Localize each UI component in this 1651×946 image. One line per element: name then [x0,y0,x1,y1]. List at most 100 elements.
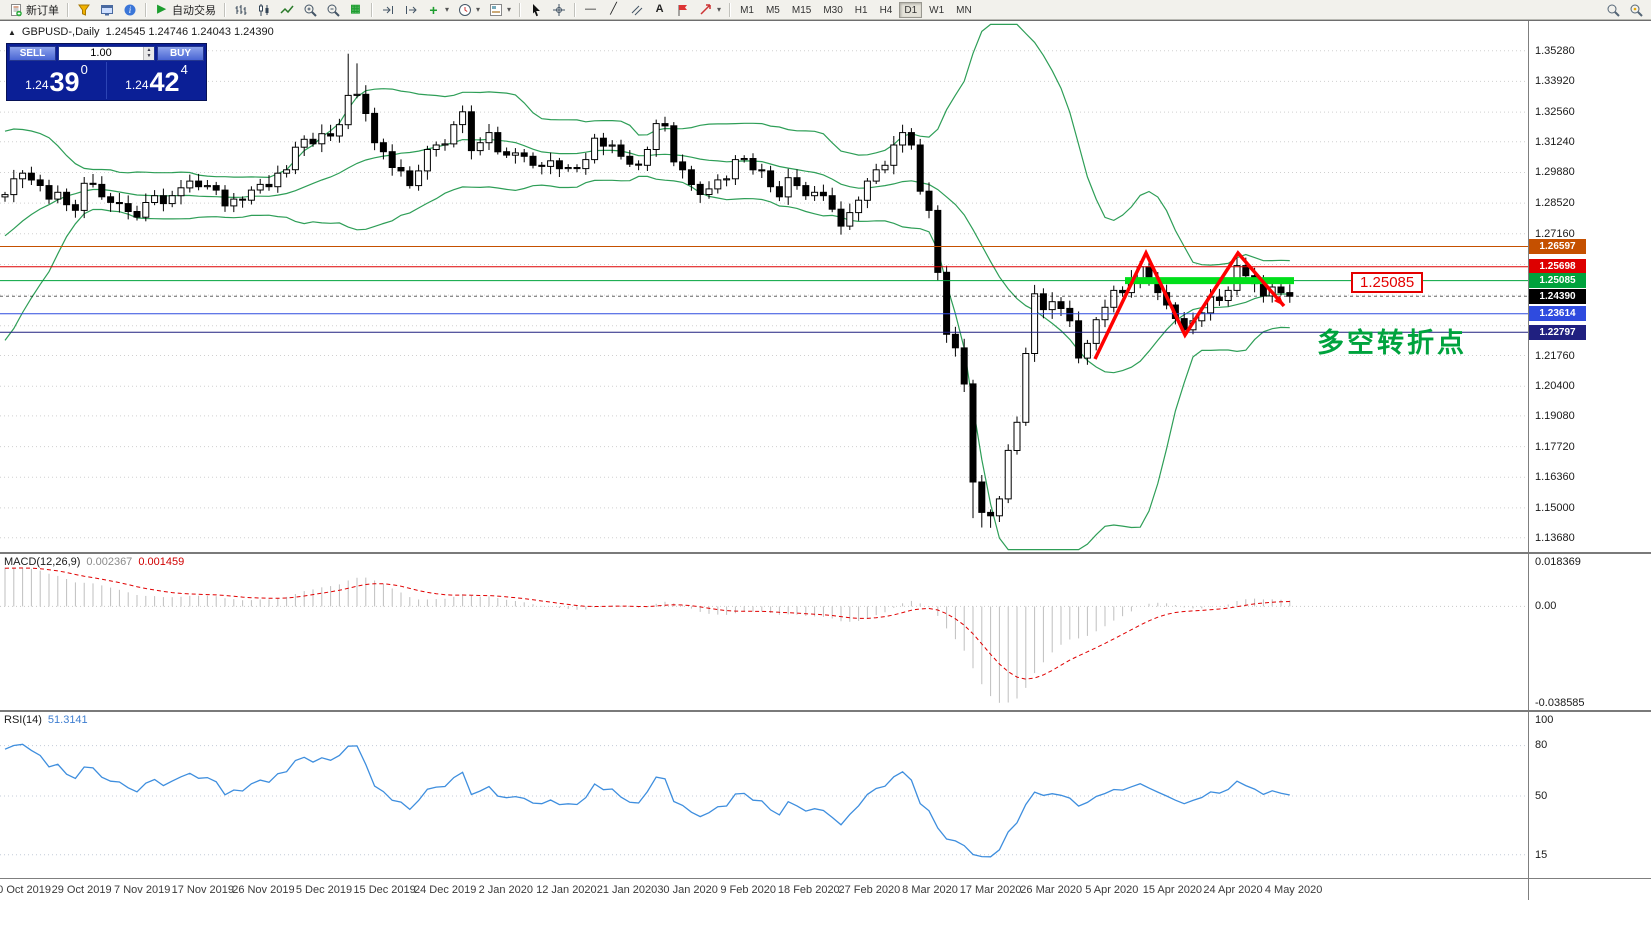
text-tool-button[interactable]: A [648,1,671,19]
bid-pipette: 0 [80,62,88,77]
date-axis-label: 9 Feb 2020 [720,884,777,896]
tile-windows-button[interactable]: ▦ [344,1,367,19]
channel-tool-button[interactable] [625,1,648,19]
level-annotation-box[interactable]: 1.25085 [1351,272,1424,293]
add-indicator-button[interactable]: + ▾ [422,1,453,19]
autotrade-button[interactable]: ▶ 自动交易 [150,1,220,19]
about-button[interactable]: i [118,1,141,19]
cursor-button[interactable] [524,1,547,19]
zoom-out-button[interactable] [321,1,344,19]
periods-button[interactable]: ▾ [453,1,484,19]
chevron-down-icon: ▾ [717,5,722,14]
trendline-tool-button[interactable]: ╱ [602,1,625,19]
turning-point-note[interactable]: 多空转折点 [1317,328,1467,358]
quick-search-button[interactable] [1624,1,1647,19]
new-order-button[interactable]: 新订单 [4,1,63,19]
main-chart-canvas[interactable] [0,21,1528,553]
price-tag-1.26597[interactable]: 1.26597 [1529,238,1586,254]
volume-input[interactable]: 1.00 ▲ ▼ [58,45,155,61]
timeframe-mn[interactable]: MN [956,4,972,16]
timeframe-h1[interactable]: H1 [854,4,868,16]
price-axis-label: 1.15000 [1535,501,1575,514]
ask-prefix: 1.24 [125,78,149,92]
search-button[interactable] [1601,1,1624,19]
trend-zigzag[interactable] [1093,248,1286,360]
date-axis-label: 15 Apr 2020 [1142,884,1203,896]
macd-axis: 0.018369 0.00 -0.038585 [1528,554,1651,710]
navigator-button[interactable] [95,1,118,19]
line-chart-button[interactable] [275,1,298,19]
volume-value[interactable]: 1.00 [90,47,112,59]
rsi-canvas[interactable] [0,712,1528,878]
timeframe-m1[interactable]: M1 [740,4,754,16]
rsi-plot-area[interactable]: RSI(14) 51.3141 [0,712,1528,878]
hline-tool-button[interactable]: — [579,1,602,19]
candles [1,53,1294,528]
bar-chart-button[interactable] [229,1,252,19]
label-tool-button[interactable] [671,1,694,19]
one-click-collapse-icon[interactable]: ▲ [8,27,16,37]
price-axis-label: 1.17720 [1535,440,1575,453]
chart-plot-area[interactable]: ▲ GBPUSD-,Daily 1.24545 1.24746 1.24043 … [0,21,1528,553]
arrows-tool-button[interactable]: ▾ [694,1,725,19]
price-axis-label: 1.13680 [1535,531,1575,544]
spin-up-icon[interactable]: ▲ [146,47,152,53]
spin-down-icon[interactable]: ▼ [146,53,152,59]
date-axis-label: 26 Nov 2019 [232,884,295,896]
price-tag-1.24390[interactable]: 1.24390 [1529,288,1586,304]
ask-price[interactable]: 1.24 42 4 [107,62,206,99]
timeframe-m30[interactable]: M30 [823,4,843,16]
rsi-axis: 100 80 50 15 [1528,712,1651,878]
ohlc-values: 1.24545 1.24746 1.24043 1.24390 [105,26,274,38]
one-click-trade-panel: SELL 1.00 ▲ ▼ BUY 1.24 39 0 [6,43,207,101]
toolbar-separator [371,2,372,17]
timeframe-w1[interactable]: W1 [929,4,945,16]
price-tag-1.25698[interactable]: 1.25698 [1529,259,1586,275]
volume-stepper[interactable]: ▲ ▼ [143,46,154,60]
date-axis-label: 17 Mar 2020 [959,884,1022,896]
chart-shift-button[interactable] [399,1,422,19]
rsi-axis-15: 15 [1535,849,1548,861]
buy-button[interactable]: BUY [157,45,204,61]
new-order-icon [8,2,23,17]
price-tag-1.22797[interactable]: 1.22797 [1529,324,1586,340]
rsi-name: RSI(14) [4,714,42,726]
date-axis-label: 26 Mar 2020 [1020,884,1083,896]
price-axis[interactable]: 1.35280 1.33920 1.32560 1.31240 1.29880 1.285… [1528,21,1651,553]
timeframe-m5[interactable]: M5 [765,4,780,16]
chart-title: ▲ GBPUSD-,Daily 1.24545 1.24746 1.24043 … [8,26,274,38]
crosshair-button[interactable] [547,1,570,19]
macd-plot-area[interactable]: MACD(12,26,9) 0.002367 0.001459 [0,554,1528,710]
price-tag-1.23614[interactable]: 1.23614 [1529,306,1586,322]
magnifier-sparkle-icon [1628,2,1643,17]
flag-icon [675,2,690,17]
date-axis-label: 12 Jan 2020 [536,884,597,896]
crosshair-icon [551,2,566,17]
timeframe-h4[interactable]: H4 [879,4,893,16]
price-axis-label: 1.28520 [1535,197,1575,210]
timeframe-d1[interactable]: D1 [899,1,923,18]
candlestick-button[interactable] [252,1,275,19]
price-tag-1.25085[interactable]: 1.25085 [1529,273,1586,289]
add-indicator-icon: + [429,1,438,18]
auto-scroll-button[interactable] [376,1,399,19]
bid-price[interactable]: 1.24 39 0 [7,62,107,99]
macd-canvas[interactable] [0,554,1528,710]
market-watch-button[interactable] [72,1,95,19]
navigator-icon [99,2,114,17]
macd-name: MACD(12,26,9) [4,556,81,568]
macd-panel: MACD(12,26,9) 0.002367 0.001459 0.018369… [0,552,1651,710]
trendline-icon: ╱ [610,3,617,15]
chevron-down-icon: ▾ [507,5,512,14]
zoom-in-button[interactable] [298,1,321,19]
date-axis-label: 4 May 2020 [1264,884,1323,896]
rsi-panel: RSI(14) 51.3141 100 80 50 15 [0,710,1651,878]
macd-label: MACD(12,26,9) 0.002367 0.001459 [4,556,184,568]
bollinger-bands [4,23,1290,551]
price-axis-label: 1.32560 [1535,106,1575,119]
timeframe-m15[interactable]: M15 [791,4,812,16]
tiles-icon: ▦ [350,3,361,15]
sell-button[interactable]: SELL [9,45,56,61]
templates-button[interactable]: ▾ [484,1,515,19]
